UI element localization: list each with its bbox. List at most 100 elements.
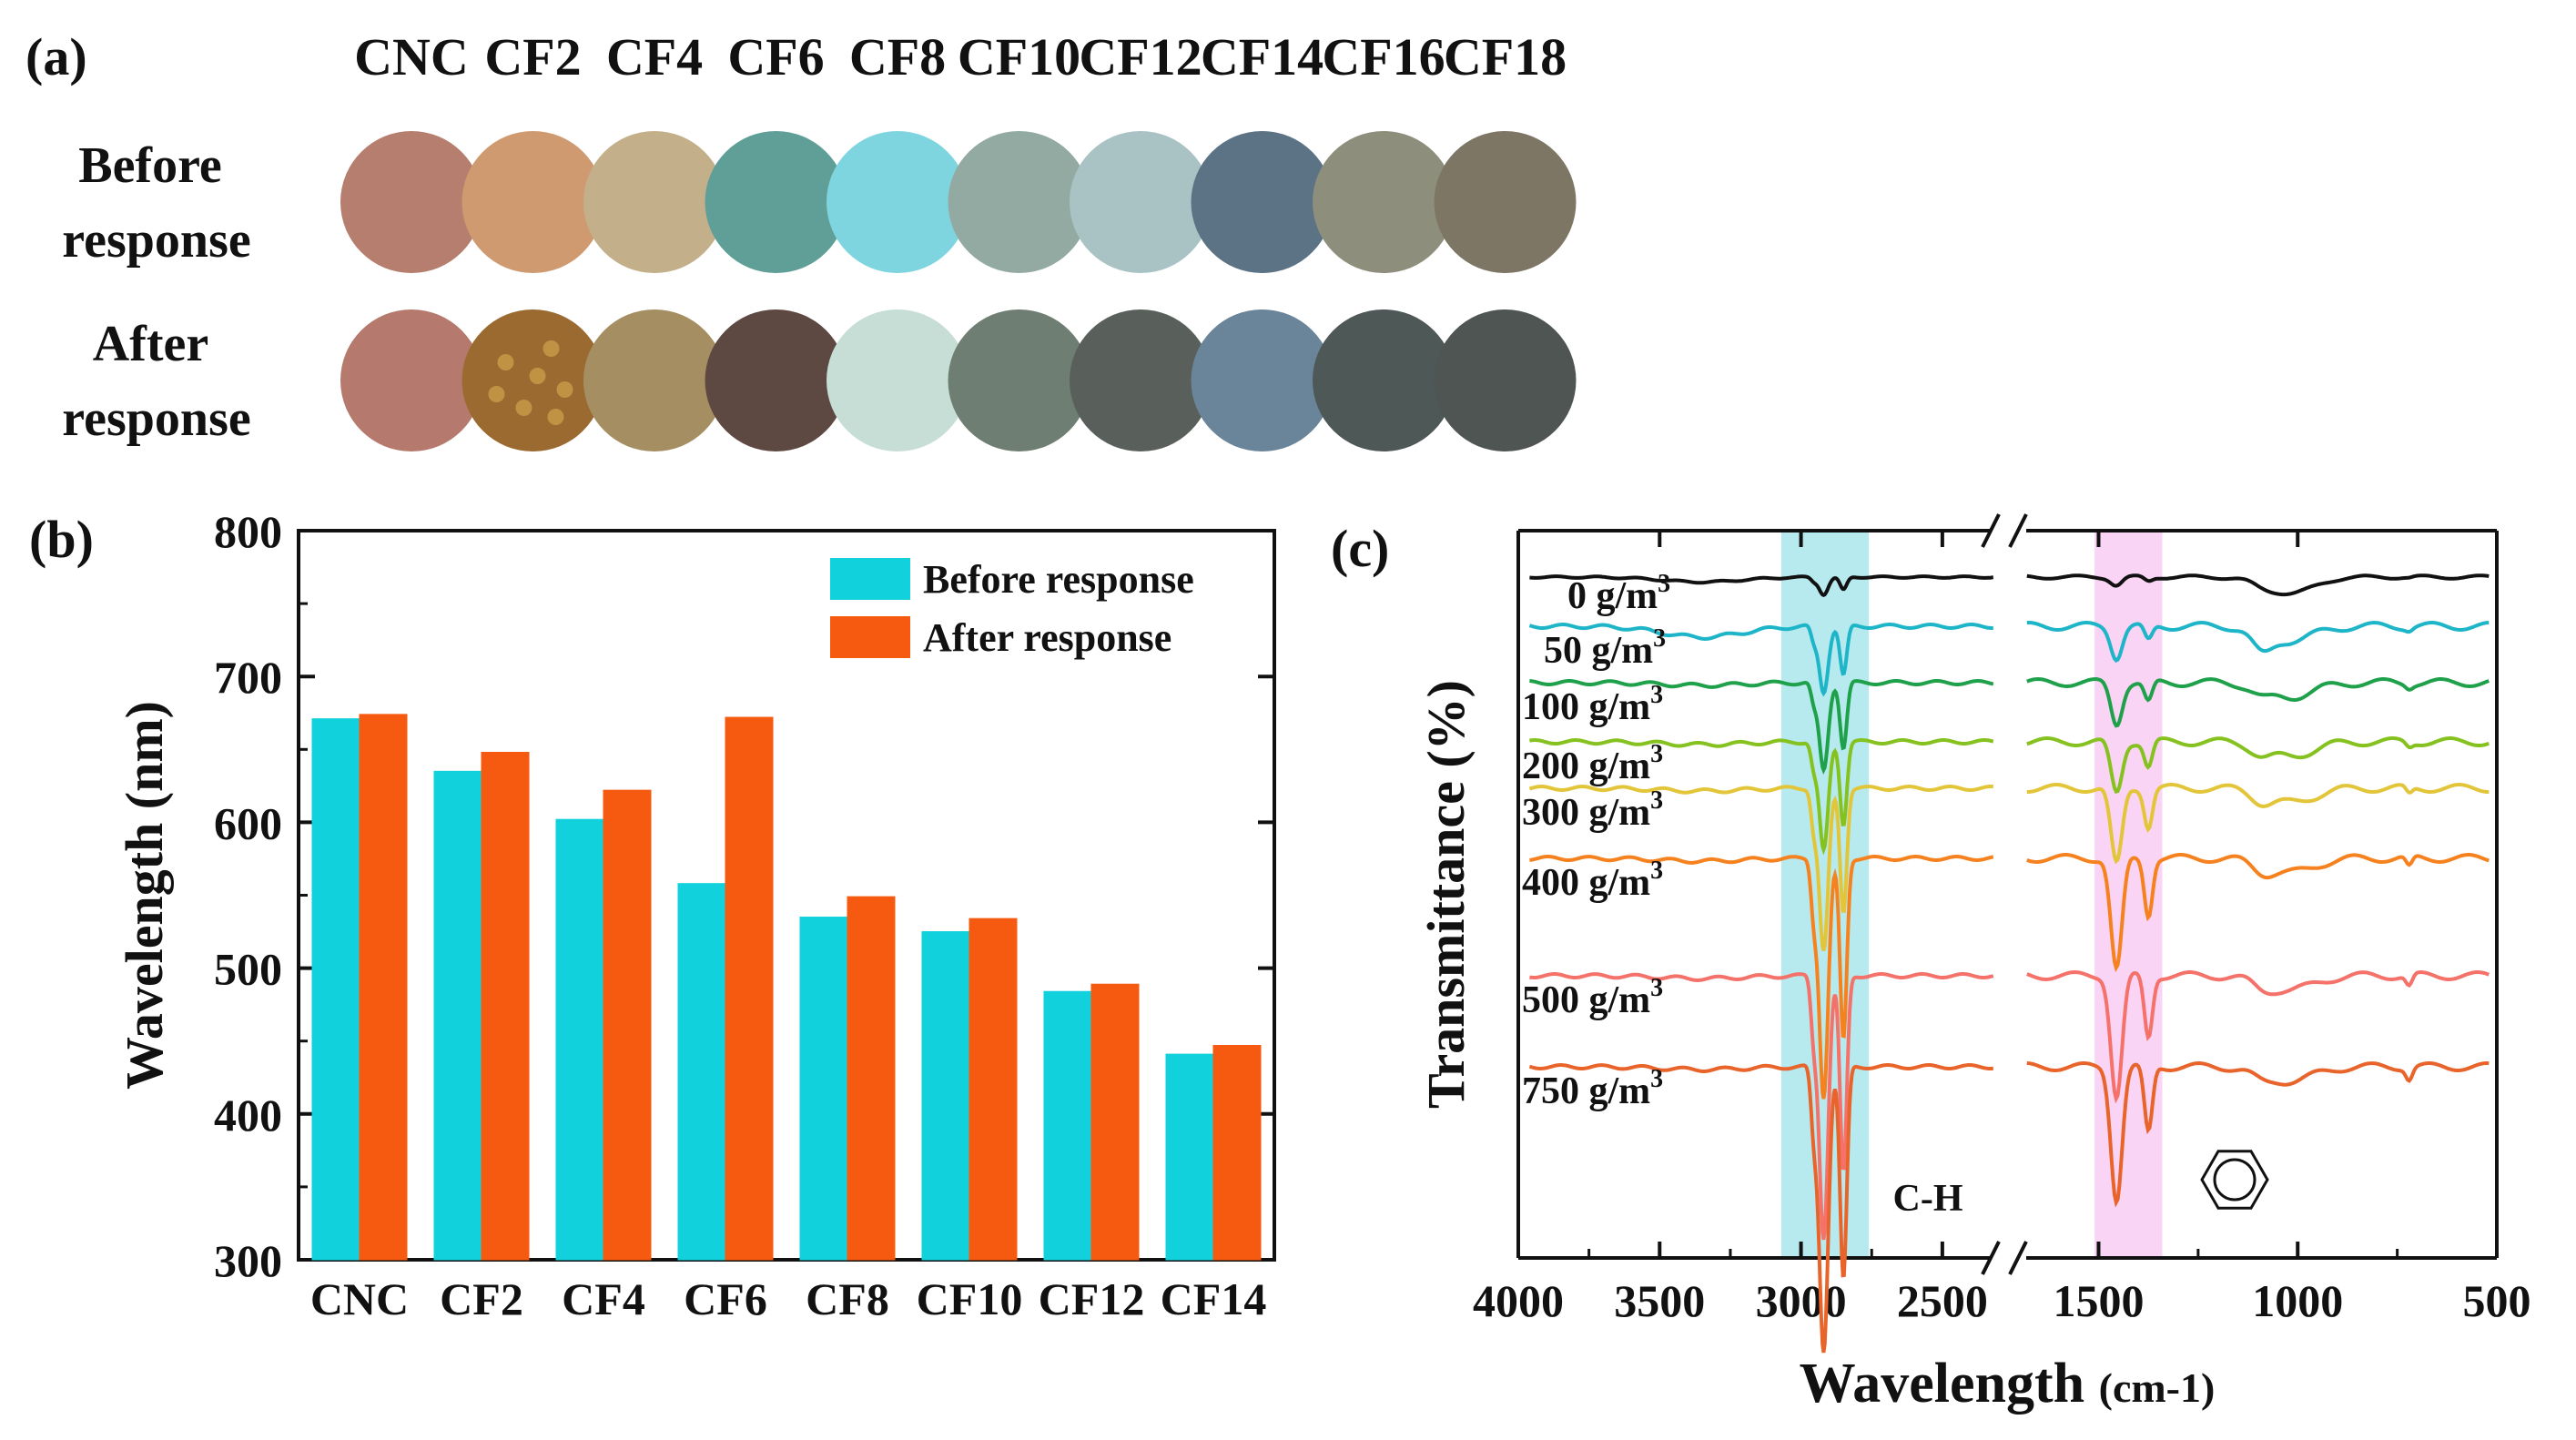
x-tick-label: 1000 <box>2252 1275 2343 1326</box>
spectrum-503-left <box>1528 623 1993 697</box>
spectrum-5003-right <box>2026 969 2490 1104</box>
series-label-superscript: 3 <box>1650 786 1663 815</box>
x-tick-label: 1500 <box>2054 1275 2145 1326</box>
bar-cf8-after <box>847 896 896 1261</box>
bar-cf12-before <box>1043 990 1092 1261</box>
disc-before-cf14 <box>1191 131 1334 273</box>
y-axis-label: Transmittance (%) <box>1416 680 1476 1109</box>
disc-before-cf6 <box>705 131 847 273</box>
series-label-5003: 500 g/m3 <box>1522 974 1663 1021</box>
sample-header-cnc: CNC <box>354 27 469 86</box>
sample-header-cf2: CF2 <box>484 27 581 86</box>
disc-after-cf4 <box>583 309 725 451</box>
panel-c-label: (c) <box>1331 519 1389 578</box>
x-tick-label: CF8 <box>806 1273 889 1324</box>
spectrum-503-right <box>2026 620 2490 663</box>
sample-header-cf18: CF18 <box>1444 27 1567 86</box>
spectrum-3003-right <box>2026 783 2490 865</box>
bar-cf12-after <box>1090 983 1140 1261</box>
x-tick-label: CF14 <box>1161 1273 1267 1324</box>
axis-break-mark <box>1981 513 2001 548</box>
disc-after-cf16 <box>1313 309 1455 451</box>
disc-before-cf12 <box>1070 131 1212 273</box>
series-label-text: 500 g/m <box>1522 979 1650 1021</box>
bar-cf8-before <box>799 917 848 1261</box>
spectrum-1003-right <box>2026 676 2490 728</box>
bar-cf10-after <box>969 918 1018 1261</box>
spectrum-1003-left <box>1529 679 1994 775</box>
disc-after-cf8 <box>827 309 969 451</box>
disc-texture-spot <box>497 354 514 370</box>
row-label-after-line2: response <box>62 390 250 447</box>
series-label-text: 200 g/m <box>1522 745 1650 787</box>
disc-texture-spot <box>529 368 546 384</box>
bar-cnc-after <box>359 714 408 1261</box>
bar-cf10-before <box>921 931 970 1261</box>
row-label-after-line1: After <box>93 316 208 372</box>
series-label-503: 50 g/m3 <box>1544 624 1666 672</box>
bar-cf6-before <box>677 883 726 1261</box>
disc-before-cf16 <box>1313 131 1455 273</box>
x-tick-label: CF10 <box>917 1273 1023 1324</box>
x-tick-label: 3000 <box>1756 1275 1847 1326</box>
ch-annotation: C-H <box>1893 1178 1963 1220</box>
x-tick-label: CF4 <box>562 1273 645 1324</box>
x-axis-label-main: Wavelength <box>1800 1353 2099 1415</box>
sample-header-cf10: CF10 <box>958 27 1080 86</box>
series-label-superscript: 3 <box>1658 570 1670 598</box>
benzene-ring-inner-icon <box>2213 1158 2257 1202</box>
disc-before-cnc <box>340 131 482 273</box>
sample-header-cf6: CF6 <box>727 27 824 86</box>
legend-label-after: After response <box>923 615 1171 660</box>
x-tick-label: CNC <box>310 1273 409 1324</box>
x-tick-label: 4000 <box>1473 1275 1564 1326</box>
spectrum-2003-left <box>1529 738 1994 856</box>
axis-break-mark <box>2008 1241 2028 1275</box>
series-label-superscript: 3 <box>1650 1065 1663 1093</box>
panel-b-label: (b) <box>29 510 94 569</box>
disc-before-cf4 <box>583 131 725 273</box>
series-label-text: 100 g/m <box>1522 686 1650 728</box>
series-label-text: 0 g/m <box>1567 575 1658 617</box>
y-tick-label: 700 <box>214 652 282 703</box>
series-label-superscript: 3 <box>1650 740 1663 768</box>
legend-swatch-after <box>830 616 910 658</box>
disc-texture-spot <box>556 381 573 398</box>
spectrum-03-left <box>1529 574 1993 597</box>
series-label-superscript: 3 <box>1653 624 1666 653</box>
spectrum-03-right <box>2026 573 2490 597</box>
series-label-text: 300 g/m <box>1522 792 1650 834</box>
series-label-1003: 100 g/m3 <box>1522 681 1663 728</box>
x-tick-label: 500 <box>2463 1275 2531 1326</box>
series-label-text: 400 g/m <box>1522 862 1650 904</box>
disc-before-cf10 <box>948 131 1090 273</box>
disc-after-cf10 <box>948 309 1090 451</box>
spectrum-4003-left <box>1529 855 1994 1100</box>
bar-cf4-before <box>555 818 604 1261</box>
bar-cnc-before <box>311 718 360 1261</box>
row-label-before-line1: Before <box>78 137 222 194</box>
bar-cf14-after <box>1212 1045 1262 1261</box>
x-tick-label: CF12 <box>1039 1273 1145 1324</box>
disc-after-cf12 <box>1070 309 1212 451</box>
spectrum-7503-right <box>2026 1060 2490 1208</box>
spectrum-3003-left <box>1528 785 1993 951</box>
series-label-text: 750 g/m <box>1522 1070 1650 1112</box>
x-axis-label: Wavelength (cm-1) <box>1800 1353 2216 1415</box>
sample-header-cf12: CF12 <box>1079 27 1202 86</box>
row-label-after: After response <box>62 316 250 447</box>
panel-a-sample-discs <box>340 131 1577 451</box>
row-label-before-line2: response <box>62 212 250 269</box>
row-label-before: Before response <box>62 137 250 269</box>
legend-swatch-before <box>830 558 910 600</box>
bar-cf6-after <box>725 716 774 1261</box>
sample-header-cf4: CF4 <box>606 27 703 86</box>
disc-before-cf2 <box>461 131 604 273</box>
disc-texture-spot <box>515 400 532 416</box>
sample-header-cf16: CF16 <box>1322 27 1445 86</box>
x-tick-label: 2500 <box>1897 1275 1988 1326</box>
